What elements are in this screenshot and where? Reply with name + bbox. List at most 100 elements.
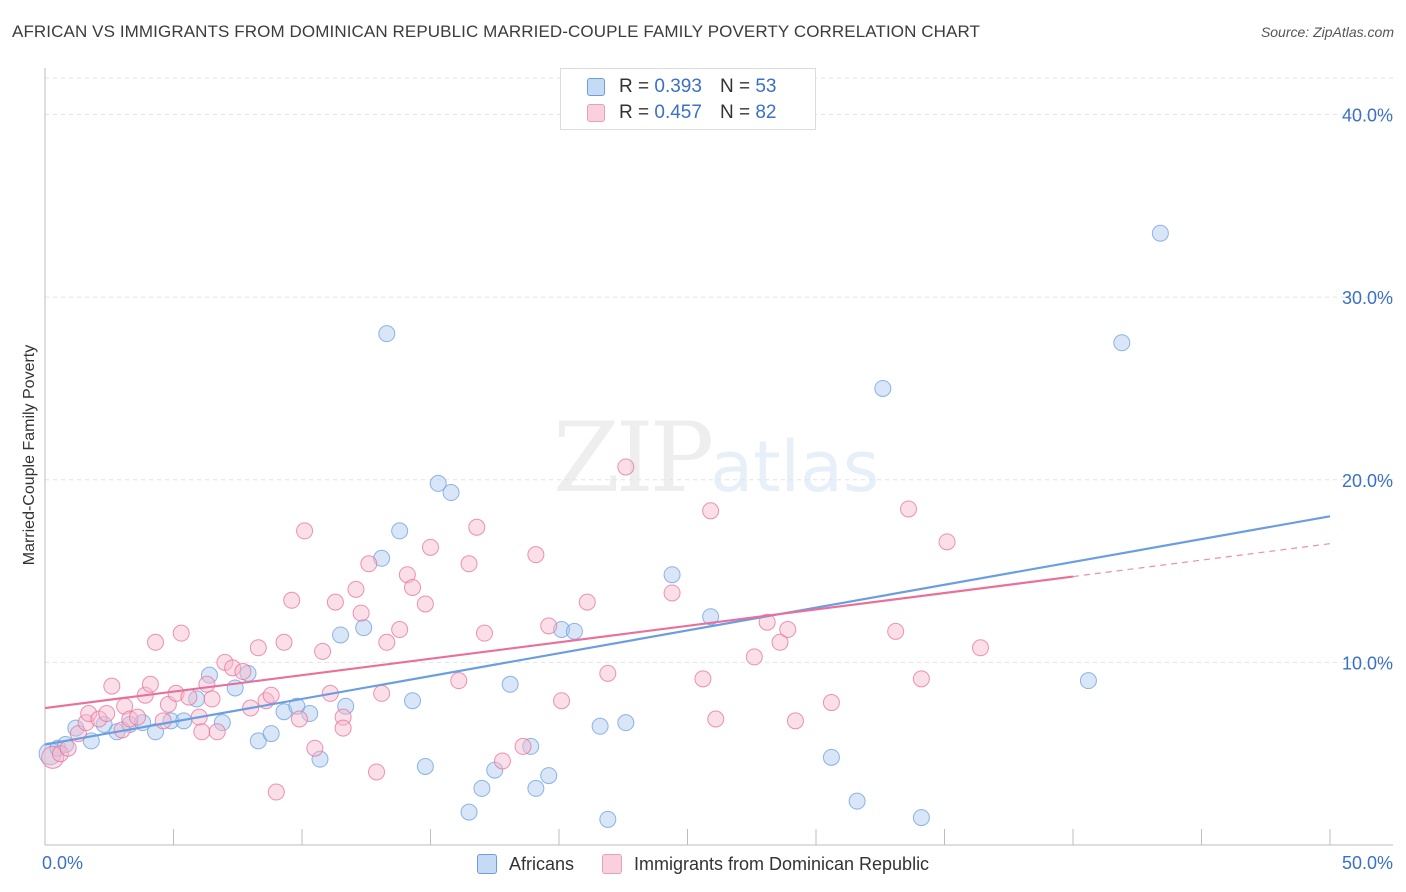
data-point-dominican: [262, 686, 280, 704]
data-point-africans: [473, 779, 491, 797]
legend-swatch-dominican: [601, 854, 622, 874]
trendline-dominican-extension: [1072, 543, 1331, 578]
data-point-dominican: [786, 712, 804, 730]
series-legend: Africans Immigrants from Dominican Repub…: [0, 851, 1406, 877]
legend-item-africans[interactable]: Africans: [476, 854, 574, 875]
data-point-africans: [249, 732, 267, 750]
data-point-dominican: [514, 737, 532, 755]
data-point-dominican: [422, 538, 439, 556]
data-point-dominican: [180, 688, 198, 706]
data-point-africans: [540, 767, 558, 785]
data-point-dominican: [493, 752, 511, 770]
data-point-africans: [275, 703, 293, 721]
legend-r-value: 0.457: [654, 102, 702, 123]
data-point-dominican: [234, 663, 252, 681]
data-point-dominican: [694, 670, 712, 688]
legend-r-value: 0.393: [654, 76, 702, 97]
data-point-dominican: [391, 621, 409, 639]
data-point-dominican: [702, 502, 720, 520]
legend-label-dominican: Immigrants from Dominican Republic: [633, 853, 930, 874]
legend-n-label: N =: [719, 102, 751, 123]
data-point-dominican: [663, 584, 681, 602]
data-point-africans: [373, 549, 391, 567]
legend-r-label: R =: [619, 102, 650, 123]
data-point-dominican: [779, 621, 797, 639]
data-point-dominican: [745, 648, 763, 666]
data-point-dominican: [141, 675, 159, 693]
data-point-dominican: [352, 604, 370, 622]
data-point-africans: [599, 810, 617, 828]
data-point-dominican: [326, 593, 344, 611]
data-point-dominican: [275, 633, 293, 651]
data-point-africans: [702, 608, 720, 626]
legend-r-label: R =: [619, 76, 650, 97]
data-point-dominican: [404, 579, 422, 597]
data-point-dominican: [373, 684, 391, 702]
data-point-africans: [337, 697, 355, 715]
data-point-dominican: [203, 690, 221, 708]
data-point-africans: [1113, 334, 1131, 352]
data-point-africans: [404, 692, 422, 710]
data-point-dominican: [224, 659, 242, 677]
data-point-africans: [288, 697, 306, 715]
data-point-dominican: [822, 694, 840, 712]
data-point-africans: [442, 484, 460, 502]
legend-swatch-dominican: [587, 104, 605, 122]
watermark-zip: ZIP: [553, 402, 714, 514]
data-point-dominican: [249, 639, 267, 657]
data-point-africans: [416, 757, 434, 775]
legend-row-dominican: R = 0.457 N = 82: [587, 100, 776, 126]
data-point-dominican: [172, 624, 190, 642]
y-tick-label: 30.0%: [1342, 288, 1393, 308]
data-point-dominican: [347, 580, 365, 598]
data-point-dominican: [527, 546, 545, 564]
data-point-dominican: [103, 677, 121, 695]
data-point-dominican: [553, 692, 571, 710]
data-point-dominican: [267, 783, 285, 801]
data-point-africans: [822, 748, 840, 766]
data-point-dominican: [198, 675, 216, 693]
data-point-dominican: [360, 555, 378, 573]
data-point-dominican: [617, 458, 635, 476]
data-point-africans: [311, 750, 329, 768]
data-point-dominican: [283, 591, 301, 609]
data-point-dominican: [80, 705, 98, 723]
data-point-africans: [460, 803, 478, 821]
data-point-africans: [429, 474, 447, 492]
data-point-africans: [332, 626, 350, 644]
legend-n-value: 82: [755, 102, 777, 123]
source-label: Source: ZipAtlas.com: [1260, 24, 1394, 40]
data-point-africans: [301, 705, 319, 723]
y-tick-label: 40.0%: [1342, 106, 1393, 126]
data-point-dominican: [971, 639, 989, 657]
data-point-dominican: [707, 710, 725, 728]
data-point-dominican: [314, 642, 332, 660]
legend-n-value: 53: [755, 76, 777, 97]
data-point-africans: [663, 566, 681, 584]
watermark: ZIPatlas: [553, 402, 879, 514]
data-point-africans: [591, 717, 609, 735]
data-point-africans: [1079, 672, 1097, 690]
data-point-dominican: [167, 684, 185, 702]
data-point-dominican: [416, 595, 434, 613]
data-point-dominican: [41, 745, 65, 769]
data-point-dominican: [378, 633, 396, 651]
y-axis-label: Married-Couple Family Poverty: [21, 344, 38, 566]
data-point-dominican: [154, 712, 172, 730]
y-tick-label: 10.0%: [1342, 653, 1393, 673]
data-point-dominican: [938, 533, 956, 551]
data-point-dominican: [900, 500, 918, 518]
data-point-dominican: [887, 622, 905, 640]
data-point-dominican: [758, 613, 776, 631]
data-point-dominican: [450, 672, 468, 690]
data-point-dominican: [912, 670, 930, 688]
watermark-atlas: atlas: [710, 426, 880, 508]
correlation-legend: R = 0.393 N = 53 R = 0.457 N = 82: [560, 68, 816, 130]
data-point-dominican: [398, 566, 416, 584]
data-point-dominican: [368, 763, 386, 781]
trendline-africans: [44, 515, 1331, 746]
x-tick-label: 0.0%: [42, 853, 83, 873]
data-point-africans: [565, 622, 583, 640]
legend-item-dominican[interactable]: Immigrants from Dominican Republic: [601, 853, 930, 875]
data-point-dominican: [193, 723, 211, 741]
